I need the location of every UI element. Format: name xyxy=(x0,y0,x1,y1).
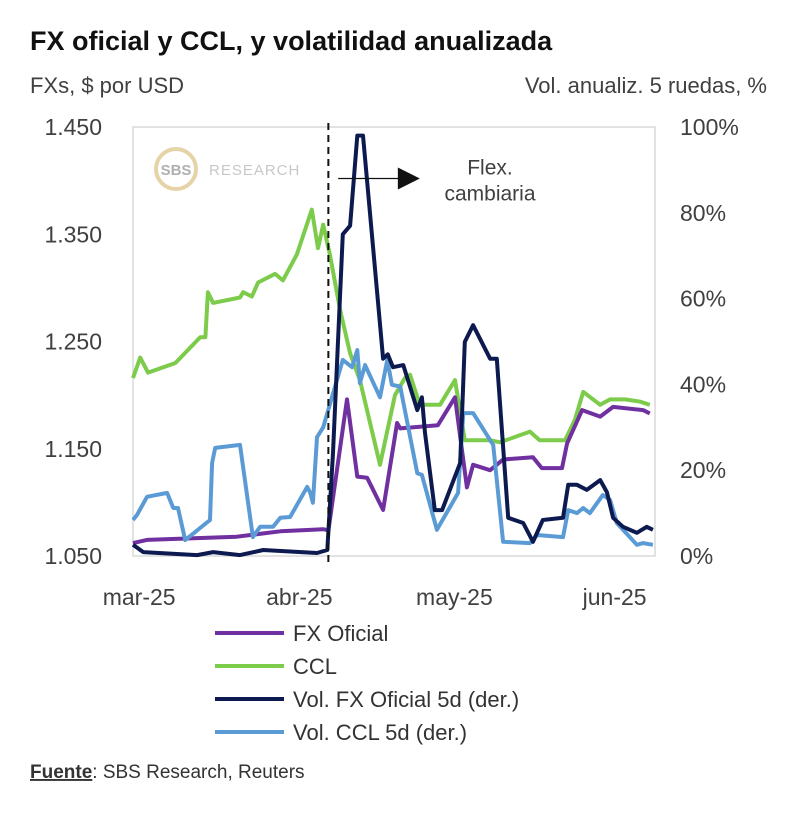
svg-text:RESEARCH: RESEARCH xyxy=(209,162,300,179)
left-axis-label: FXs, $ por USD xyxy=(30,73,184,98)
right-tick-label: 20% xyxy=(680,457,726,483)
left-tick-label: 1.450 xyxy=(44,114,102,140)
plot-area xyxy=(132,126,656,557)
x-tick-label: mar-25 xyxy=(103,584,176,610)
series-line-vol-fx-oficial-5d-der xyxy=(131,133,654,558)
x-tick-label: jun-25 xyxy=(582,584,647,610)
annotation: Flex. cambiaria xyxy=(327,123,536,562)
x-axis-ticks: mar-25 abr-25 may-25 jun-25 xyxy=(103,584,647,610)
right-tick-label: 0% xyxy=(680,543,713,569)
right-tick-label: 60% xyxy=(680,286,726,312)
arrow-head-icon xyxy=(397,167,420,190)
left-axis-ticks: 1.450 1.350 1.250 1.150 1.050 xyxy=(44,114,102,569)
left-tick-label: 1.050 xyxy=(44,543,102,569)
x-tick-label: may-25 xyxy=(416,584,493,610)
source-note: Fuente: SBS Research, Reuters xyxy=(30,762,305,783)
left-tick-label: 1.250 xyxy=(44,329,102,355)
series-line-fx-oficial xyxy=(132,395,651,546)
legend-label: FX Oficial xyxy=(293,621,388,646)
right-axis-label: Vol. anualiz. 5 ruedas, % xyxy=(525,73,767,98)
series-line-ccl xyxy=(131,207,651,467)
legend-label: Vol. CCL 5d (der.) xyxy=(293,720,467,745)
legend-label: CCL xyxy=(293,654,337,679)
svg-text:SBS: SBS xyxy=(161,162,192,179)
legend-label: Vol. FX Oficial 5d (der.) xyxy=(293,687,519,712)
left-tick-label: 1.350 xyxy=(44,221,102,247)
legend-item: FX Oficial xyxy=(215,621,388,646)
right-tick-label: 100% xyxy=(680,114,739,140)
series-line-vol-ccl-5d-der xyxy=(131,348,654,547)
left-tick-label: 1.150 xyxy=(44,436,102,462)
right-tick-label: 80% xyxy=(680,200,726,226)
watermark-logo: SBS RESEARCH xyxy=(154,147,300,191)
legend-item: Vol. CCL 5d (der.) xyxy=(215,720,467,745)
legend-item: CCL xyxy=(215,654,337,679)
chart-title: FX oficial y CCL, y volatilidad anualiza… xyxy=(30,26,553,56)
source-label: Fuente xyxy=(30,762,92,783)
event-label: Flex. cambiaria xyxy=(444,156,535,205)
x-tick-label: abr-25 xyxy=(266,584,332,610)
source-text: : SBS Research, Reuters xyxy=(92,762,304,783)
legend-item: Vol. FX Oficial 5d (der.) xyxy=(215,687,519,712)
legend: FX Oficial CCL Vol. FX Oficial 5d (der.) Vo… xyxy=(215,621,519,745)
series-lines xyxy=(131,133,654,558)
right-axis-ticks: 100% 80% 60% 40% 20% 0% xyxy=(680,114,739,569)
right-tick-label: 40% xyxy=(680,371,726,397)
